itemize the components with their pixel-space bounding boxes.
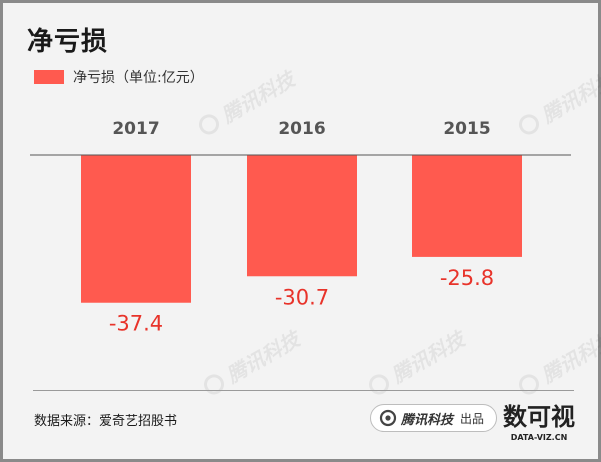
brand-name: 腾讯科技 — [401, 412, 454, 428]
bar-2015 — [412, 155, 522, 257]
bar-2017 — [81, 155, 191, 303]
logo-main-text: 数可视 — [503, 403, 575, 431]
brand-badge: 腾讯科技 出品 — [370, 404, 498, 432]
year-label-2017: 2017 — [112, 119, 159, 139]
data-viz-logo: 数可视 DATA-VIZ.CN — [503, 403, 575, 442]
data-source-note: 数据来源：爱奇艺招股书 — [34, 414, 178, 429]
data-label-2015: -25.8 — [440, 266, 494, 290]
bar-2016 — [247, 155, 357, 277]
year-label-2016: 2016 — [278, 119, 325, 139]
year-label-2015: 2015 — [443, 119, 490, 139]
legend-swatch — [34, 70, 64, 84]
brand-suffix: 出品 — [460, 411, 485, 426]
legend-label: 净亏损（单位:亿元） — [73, 70, 204, 86]
chart-title: 净亏损 — [27, 27, 109, 57]
footer-divider — [33, 390, 574, 391]
bar-chart: 2017 -37.4 2016 -30.7 2015 -25.8 — [30, 119, 571, 336]
logo-sub-text: DATA-VIZ.CN — [511, 433, 568, 442]
data-label-2017: -37.4 — [109, 312, 163, 336]
data-label-2016: -30.7 — [275, 285, 329, 309]
tencent-tech-logo-icon — [379, 409, 397, 427]
